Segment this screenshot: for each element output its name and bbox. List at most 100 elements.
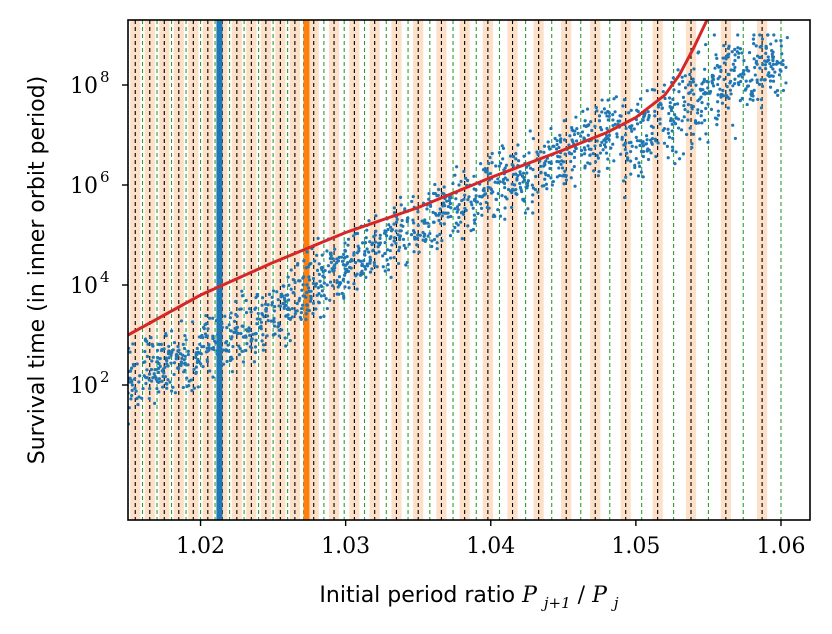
data-point xyxy=(431,220,436,224)
data-point xyxy=(234,312,238,317)
data-point xyxy=(722,77,726,82)
data-point xyxy=(636,102,640,106)
data-point xyxy=(526,207,530,211)
data-point xyxy=(641,118,645,122)
data-point xyxy=(186,349,190,353)
data-point xyxy=(446,215,450,219)
data-point xyxy=(698,137,702,141)
data-point xyxy=(374,251,378,255)
data-point xyxy=(455,205,460,209)
data-point xyxy=(715,117,719,121)
y-tick-exponent-2: 6 xyxy=(100,168,110,186)
data-point xyxy=(165,358,169,363)
data-point xyxy=(690,142,694,146)
data-point xyxy=(311,311,315,316)
data-point xyxy=(446,211,450,215)
x-axis-math-slash: / xyxy=(578,583,586,608)
data-point xyxy=(727,96,731,101)
data-point xyxy=(740,96,744,101)
data-point xyxy=(143,349,147,354)
data-point xyxy=(730,50,734,54)
data-point xyxy=(237,344,241,348)
data-point xyxy=(591,152,595,156)
data-point xyxy=(496,208,500,212)
data-point xyxy=(203,332,208,336)
data-point xyxy=(688,126,692,130)
data-point xyxy=(624,175,628,179)
data-point xyxy=(711,77,716,82)
data-point xyxy=(580,153,584,157)
data-point xyxy=(478,162,483,166)
data-point xyxy=(636,174,641,178)
data-point xyxy=(759,55,763,59)
data-point xyxy=(307,275,311,279)
data-point xyxy=(744,87,748,91)
data-point xyxy=(672,88,676,92)
data-point xyxy=(451,229,455,233)
data-point xyxy=(593,160,598,164)
data-point xyxy=(196,385,200,389)
data-point xyxy=(291,291,295,295)
data-point xyxy=(690,145,694,150)
data-point xyxy=(156,370,161,375)
data-point xyxy=(639,120,643,124)
data-point xyxy=(157,362,161,366)
data-point xyxy=(442,222,446,226)
data-point xyxy=(570,128,574,132)
data-point xyxy=(510,191,514,195)
data-point xyxy=(304,295,308,300)
data-point xyxy=(427,224,431,229)
data-point xyxy=(768,79,773,83)
data-point xyxy=(342,294,346,298)
data-point xyxy=(676,126,681,130)
data-point xyxy=(128,350,132,354)
data-point xyxy=(398,195,403,200)
data-point xyxy=(535,150,539,154)
data-point xyxy=(134,389,138,393)
data-point xyxy=(514,187,518,192)
data-point xyxy=(131,342,135,346)
data-point xyxy=(364,275,368,279)
data-point xyxy=(649,151,653,155)
data-point xyxy=(722,44,726,48)
data-point xyxy=(446,204,451,209)
data-point xyxy=(171,385,175,389)
data-point xyxy=(440,214,444,218)
data-point xyxy=(196,350,200,354)
data-point xyxy=(690,107,694,111)
data-point xyxy=(590,128,594,133)
data-point xyxy=(634,157,638,161)
data-point xyxy=(247,307,252,311)
data-point xyxy=(372,235,376,239)
data-point xyxy=(670,106,675,110)
data-point xyxy=(681,152,686,156)
data-point xyxy=(149,335,153,340)
data-point xyxy=(582,137,587,141)
resonance-band-10 xyxy=(275,20,286,520)
data-point xyxy=(516,159,521,163)
data-point xyxy=(346,243,350,247)
data-point xyxy=(756,97,760,101)
data-point xyxy=(226,343,230,347)
resonance-band-25 xyxy=(620,20,631,520)
data-point xyxy=(389,229,394,233)
data-point xyxy=(455,165,459,169)
data-point xyxy=(611,118,615,122)
data-point xyxy=(183,334,187,338)
data-point xyxy=(754,44,758,48)
data-point xyxy=(309,289,313,293)
data-point xyxy=(520,174,525,178)
data-point xyxy=(337,275,342,279)
data-point xyxy=(683,86,688,90)
data-point xyxy=(272,316,276,321)
data-point xyxy=(623,133,628,137)
data-point xyxy=(763,59,767,63)
data-point xyxy=(785,35,789,40)
data-point xyxy=(732,81,737,86)
data-point xyxy=(423,218,427,222)
data-point xyxy=(606,118,610,122)
data-point xyxy=(214,318,219,323)
data-point xyxy=(645,89,649,93)
data-point xyxy=(207,316,212,320)
data-point xyxy=(280,328,284,332)
